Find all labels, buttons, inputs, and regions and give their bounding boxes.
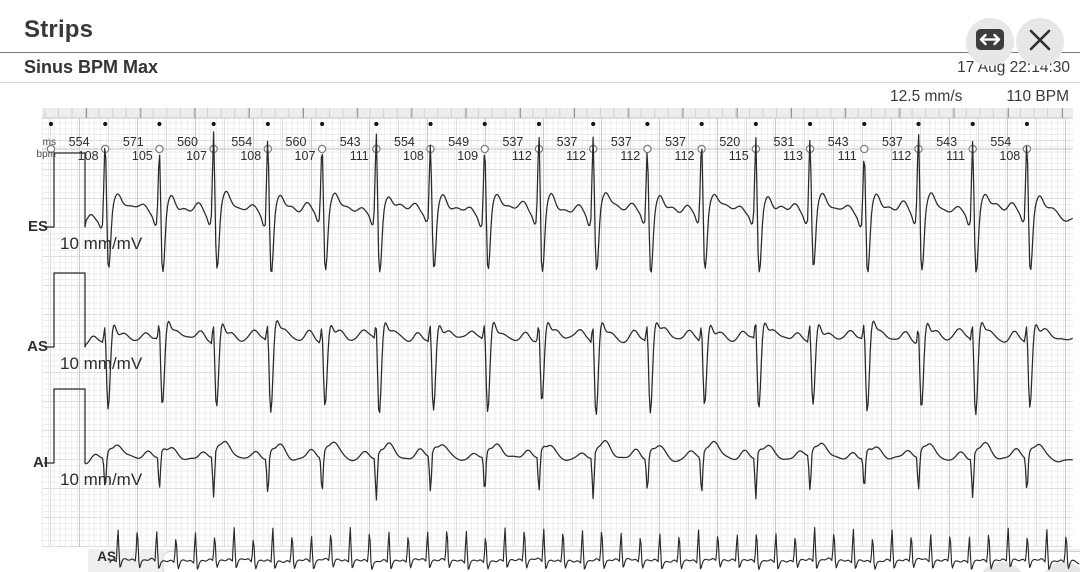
caliper-icon (974, 26, 1006, 59)
interval-ms-value: 554 (231, 135, 252, 149)
interval-bpm-value: 112 (512, 149, 532, 163)
beat-star-marker (428, 121, 433, 127)
sweep-speed-value: 12.5 mm/s (890, 88, 963, 105)
interval-bpm-value: 105 (132, 149, 153, 163)
caliper-button[interactable] (966, 18, 1014, 66)
interval-bpm-value: 107 (295, 149, 316, 163)
beat-circle-marker[interactable] (317, 144, 327, 154)
interval-bpm-value: 112 (566, 149, 586, 163)
interval-bpm-value: 112 (620, 149, 640, 163)
timeline-ruler[interactable] (42, 108, 1073, 118)
beat-circle-marker[interactable] (480, 144, 489, 154)
heart-rate-value: 110 BPM (1006, 88, 1069, 105)
interval-bpm-value: 115 (729, 149, 749, 163)
interval-ms-value: 537 (557, 135, 578, 149)
interval-bpm-value: 111 (350, 149, 369, 163)
ecg-trace-es (44, 131, 1073, 273)
beat-star-marker (374, 121, 379, 127)
interval-bpm-value: 109 (457, 149, 478, 163)
beat-star-marker (591, 121, 596, 127)
interval-ms-value: 543 (340, 135, 361, 149)
beat-star-marker (265, 121, 270, 127)
beat-circle-marker[interactable] (155, 144, 164, 154)
beat-star-marker (320, 121, 325, 127)
header-divider (0, 52, 1080, 53)
interval-bpm-value: 108 (403, 149, 424, 163)
interval-ms-value: 560 (286, 135, 307, 149)
interval-ms-value: 549 (448, 135, 469, 149)
beat-star-marker (103, 121, 108, 127)
interval-bpm-value: 108 (78, 149, 99, 163)
ecg-trace-as (44, 272, 1073, 416)
overview-selection-window[interactable] (162, 551, 1080, 572)
channel-gain-label: 10 mm/mV (60, 354, 143, 373)
overview-trace (109, 526, 1080, 571)
page-title: Strips (24, 16, 94, 43)
beat-star-marker (536, 121, 542, 127)
interval-bpm-value: 112 (891, 149, 911, 163)
interval-bpm-value: 112 (675, 149, 695, 163)
interval-bpm-value: 111 (946, 149, 965, 163)
interval-ms-value: 537 (882, 135, 903, 149)
interval-ms-value: 543 (828, 135, 849, 149)
interval-bpm-value: 111 (838, 149, 857, 163)
beat-star-marker (211, 121, 216, 127)
interval-ms-value: 560 (177, 135, 198, 149)
interval-bpm-value: 108 (999, 149, 1020, 163)
beat-star-marker (916, 121, 921, 127)
interval-ms-value: 537 (502, 135, 523, 149)
beat-star-marker (862, 121, 867, 127)
strip-title: Sinus BPM Max (24, 57, 159, 77)
channel-label-es: ES (27, 218, 48, 235)
beat-circle-marker[interactable] (46, 144, 56, 154)
beat-star-marker (753, 121, 758, 127)
close-button[interactable] (1016, 18, 1064, 66)
overview-channel-label: AS (97, 549, 116, 564)
interval-bpm-value: 108 (240, 149, 261, 163)
channel-label-ai: AI (33, 454, 48, 471)
interval-ms-value: 554 (394, 135, 415, 149)
beat-star-marker (482, 121, 487, 127)
close-icon (1026, 26, 1054, 59)
channel-label-as: AS (27, 338, 48, 355)
beat-star-marker (645, 121, 650, 127)
interval-ms-value: 554 (69, 135, 90, 149)
beat-circle-marker[interactable] (860, 144, 869, 154)
interval-ms-value: 537 (611, 135, 632, 149)
interval-bpm-value: 107 (186, 149, 207, 163)
axis-unit-bpm: bpm (36, 149, 56, 160)
beat-star-marker (807, 121, 813, 127)
beat-star-marker (157, 121, 162, 127)
subheader-divider (0, 82, 1080, 83)
overview-nav-button-right[interactable] (1040, 562, 1080, 572)
strip-settings: 12.5 mm/s 110 BPM (890, 88, 1069, 106)
ecg-trace-ai (44, 388, 1073, 501)
beat-circle-marker[interactable] (643, 144, 652, 154)
interval-ms-value: 554 (990, 135, 1011, 149)
interval-ms-value: 571 (123, 135, 144, 149)
beat-star-marker (48, 121, 54, 127)
beat-star-marker (1024, 121, 1030, 127)
beat-star-marker (970, 121, 975, 127)
axis-unit-ms: ms (42, 137, 56, 148)
channel-gain-label: 10 mm/mV (60, 470, 143, 489)
interval-ms-value: 543 (936, 135, 957, 149)
interval-ms-value: 520 (719, 135, 740, 149)
interval-ms-value: 531 (774, 135, 795, 149)
interval-ms-value: 537 (665, 135, 686, 149)
channel-gain-label: 10 mm/mV (60, 234, 143, 253)
interval-bpm-value: 113 (783, 149, 803, 163)
beat-star-marker (699, 121, 704, 127)
